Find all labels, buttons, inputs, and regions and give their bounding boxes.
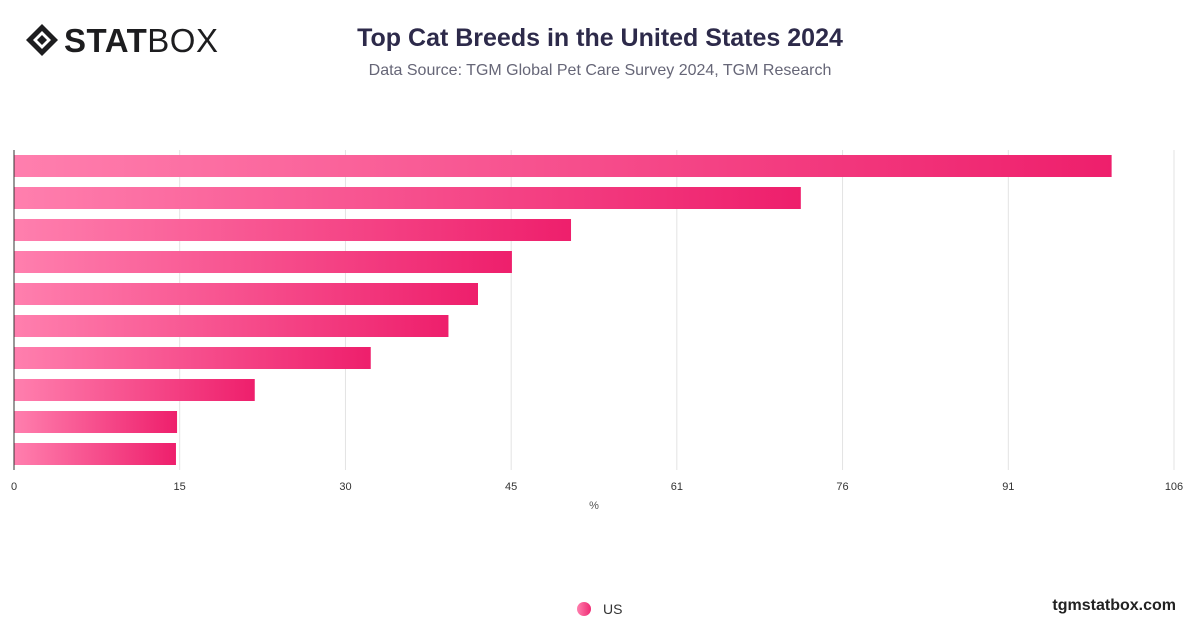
x-tick-label: 30 (339, 481, 351, 493)
x-tick-label: 15 (174, 481, 186, 493)
gridlines (179, 150, 1175, 470)
bar[interactable] (14, 347, 371, 369)
legend[interactable]: US (577, 601, 622, 617)
logo-wordmark: STATBOX (64, 21, 219, 59)
bar[interactable] (14, 283, 478, 305)
x-tick-label: 61 (671, 481, 683, 493)
x-tick-label: 45 (505, 481, 517, 493)
bars (14, 155, 1112, 465)
bar[interactable] (14, 155, 1112, 177)
bar[interactable] (14, 443, 176, 465)
chart-title: Top Cat Breeds in the United States 2024 (357, 24, 843, 52)
x-tick-label: 91 (1002, 481, 1014, 493)
x-axis-label: % (589, 500, 599, 512)
bar[interactable] (14, 251, 512, 273)
bar[interactable] (14, 411, 178, 433)
legend-label: US (603, 601, 623, 617)
diamond-logo-icon (26, 24, 58, 56)
site-url: tgmstatbox.com (1052, 597, 1176, 614)
statbox-logo: STATBOX (24, 20, 218, 60)
chart-subtitle: Data Source: TGM Global Pet Care Survey … (368, 62, 832, 79)
bar[interactable] (14, 315, 449, 337)
x-tick-label: 106 (1165, 481, 1183, 493)
bar[interactable] (14, 187, 801, 209)
x-tick-label: 76 (836, 481, 848, 493)
bar[interactable] (14, 379, 255, 401)
legend-marker-icon (577, 602, 591, 616)
bar[interactable] (14, 219, 572, 241)
x-axis-ticks: 0 15 30 45 61 76 91 106 (11, 481, 1183, 493)
x-tick-label: 0 (11, 481, 17, 493)
